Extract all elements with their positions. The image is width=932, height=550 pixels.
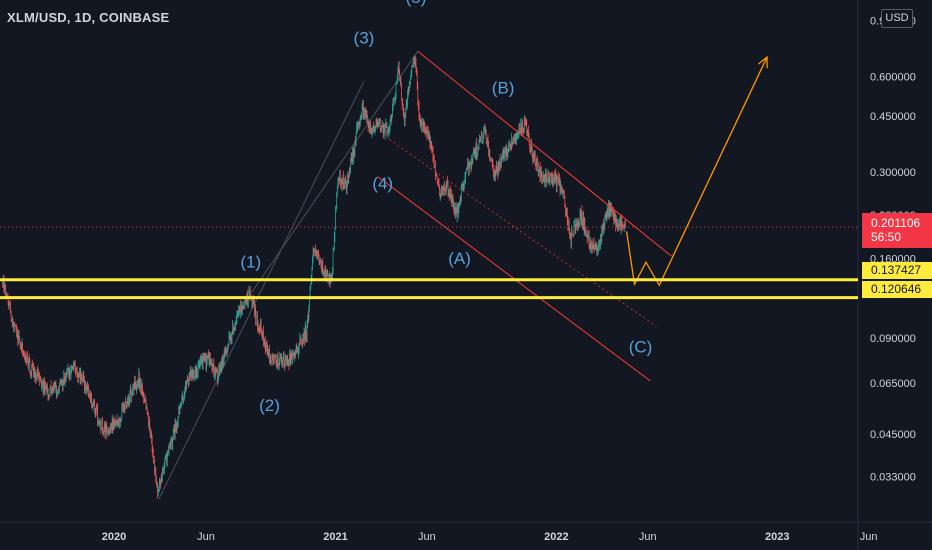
time-tick-label: Jun (639, 531, 657, 543)
currency-unit-button[interactable]: USD (881, 9, 913, 28)
projection-line (625, 56, 768, 287)
time-tick-label: 2020 (102, 531, 126, 543)
wave-label: (1) (240, 253, 261, 272)
price-tick-label: 0.033000 (870, 472, 916, 484)
level-upper-tag: 0.137427 (862, 262, 932, 279)
wave-label: (5) (406, 0, 427, 7)
channel-lines (377, 50, 672, 382)
impulse-lines (158, 50, 419, 500)
price-tick-label: 0.090000 (870, 333, 916, 345)
current-price-tag: 0.201106 56:50 (862, 213, 932, 248)
price-tick-label: 0.450000 (870, 111, 916, 123)
horizontal-levels (0, 278, 858, 300)
time-tick-label: 2022 (544, 531, 568, 543)
wave-label: (4) (372, 174, 393, 193)
wave-labels: (1) (2) (3) (4) (5) (A) (B) (C) (240, 0, 652, 415)
time-tick-label: 2023 (765, 531, 789, 543)
level-upper-value: 0.137427 (871, 263, 922, 277)
price-tick-label: 0.065000 (870, 378, 916, 390)
wave-label: (C) (629, 338, 653, 357)
channel-line (389, 138, 657, 327)
channel-line (417, 50, 672, 257)
candles (0, 55, 858, 499)
impulse-guide-line (158, 80, 365, 500)
time-tick-label: Jun (860, 531, 878, 543)
projection-path (625, 55, 768, 287)
time-tick-label: 2021 (323, 531, 347, 543)
countdown-timer: 56:50 (871, 230, 902, 244)
wave-label: (A) (448, 249, 471, 268)
level-lower-value: 0.120646 (871, 282, 922, 296)
level-lower-tag: 0.120646 (862, 281, 932, 298)
wave-label: (2) (259, 396, 280, 415)
price-tick-label: 0.300000 (870, 167, 916, 179)
impulse-guide-line (250, 50, 419, 294)
wave-label: (3) (354, 29, 375, 48)
symbol-title[interactable]: XLM/USD, 1D, COINBASE (7, 10, 170, 25)
projection-arrow-head (758, 55, 768, 69)
current-price-value: 0.201106 (871, 216, 921, 230)
time-axis[interactable]: 2020 Jun 2021 Jun 2022 Jun 2023 Jun (102, 531, 878, 543)
wave-label: (B) (492, 78, 515, 97)
price-axis[interactable]: 0.9000000.6000000.4500000.3000000.220000… (870, 15, 916, 483)
price-tick-label: 0.600000 (870, 71, 916, 83)
time-tick-label: Jun (197, 531, 215, 543)
price-tick-label: 0.045000 (870, 429, 916, 441)
time-tick-label: Jun (418, 531, 436, 543)
